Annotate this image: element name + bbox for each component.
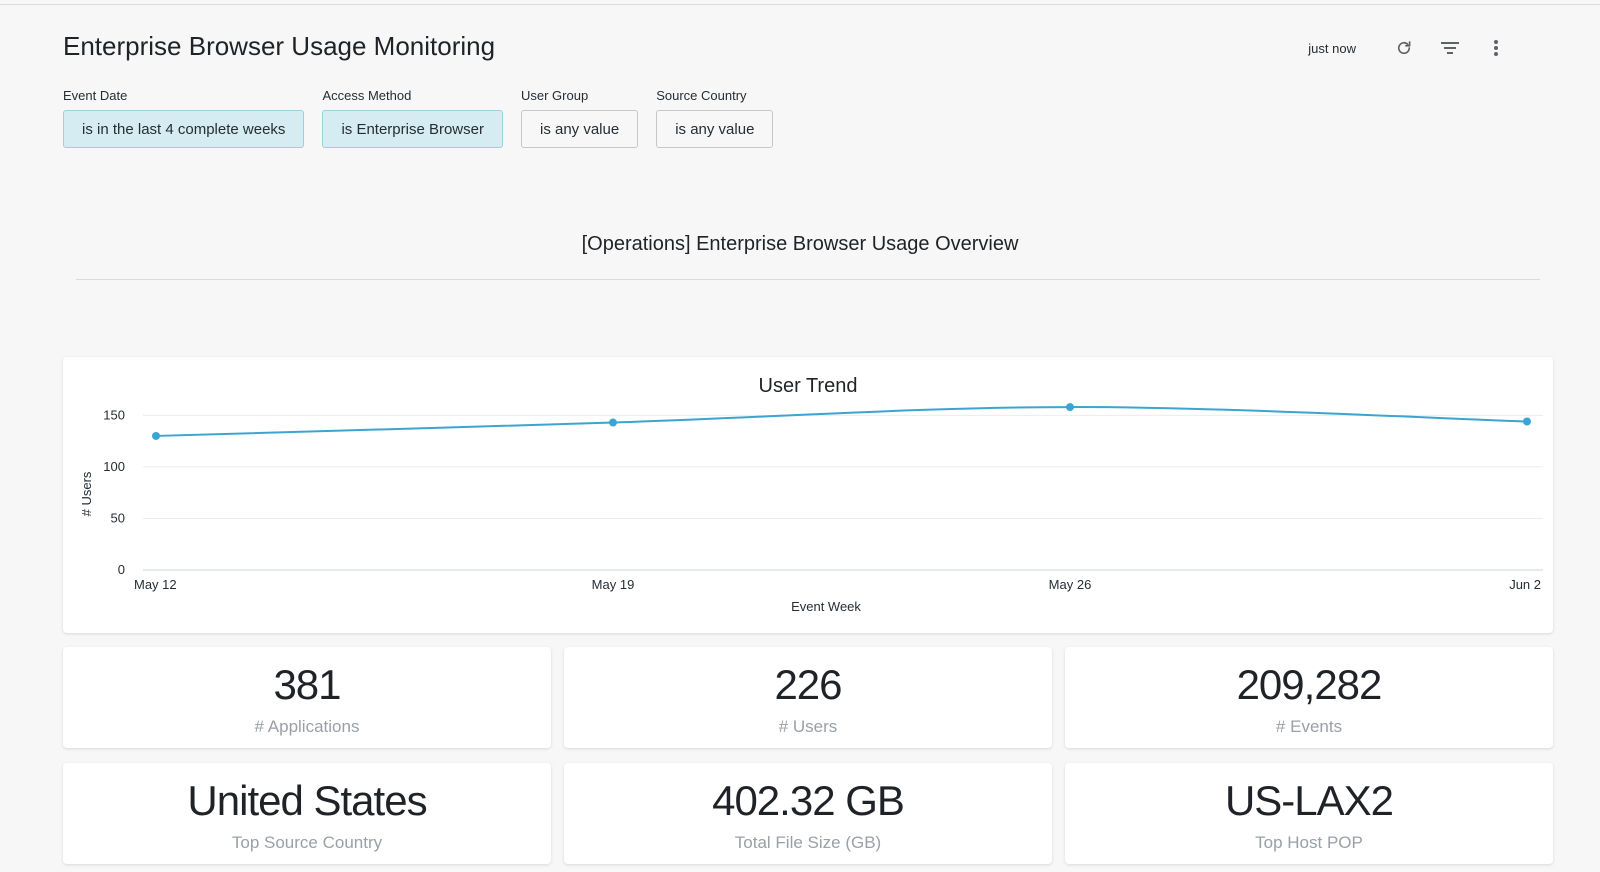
- kpi-value: 381: [273, 661, 341, 708]
- kpi-card-events[interactable]: 209,282 # Events: [1065, 647, 1553, 748]
- x-tick-label: May 26: [1049, 577, 1092, 592]
- data-point: [609, 418, 617, 427]
- data-point: [152, 431, 160, 440]
- filter-access-method-button[interactable]: is Enterprise Browser: [322, 110, 503, 148]
- kpi-value: 226: [774, 661, 842, 708]
- data-point: [1066, 403, 1074, 412]
- kpi-label: Total File Size (GB): [734, 833, 882, 852]
- kpi-card-top-source-country[interactable]: United States Top Source Country: [63, 763, 551, 864]
- filter-user-group: User Group is any value: [520, 88, 639, 148]
- kpi-card-applications[interactable]: 381 # Applications: [63, 647, 551, 748]
- filter-source-country-button[interactable]: is any value: [656, 110, 774, 148]
- filter-user-group-button[interactable]: is any value: [520, 110, 639, 148]
- y-tick-label: 150: [103, 407, 125, 422]
- section-title: [Operations] Enterprise Browser Usage Ov…: [581, 233, 1019, 255]
- kpi-card-top-host-pop[interactable]: US-LAX2 Top Host POP: [1065, 763, 1553, 864]
- kpi-label: # Applications: [254, 717, 360, 736]
- kpi-label: # Events: [1275, 717, 1343, 736]
- filter-label: Event Date: [63, 88, 128, 103]
- filter-label: User Group: [520, 88, 589, 103]
- chart-title: User Trend: [758, 375, 858, 397]
- x-axis-label: Event Week: [791, 599, 861, 614]
- filter-bar: Event Date is in the last 4 complete wee…: [63, 88, 791, 148]
- x-tick-label: May 12: [134, 577, 177, 592]
- filter-event-date-button[interactable]: is in the last 4 complete weeks: [63, 110, 305, 148]
- y-tick-label: 0: [118, 562, 125, 577]
- kpi-value: 402.32 GB: [712, 777, 905, 824]
- last-updated-text: just now: [1308, 40, 1356, 56]
- filter-access-method: Access Method is Enterprise Browser: [322, 88, 503, 148]
- kpi-label: Top Source Country: [231, 833, 383, 852]
- dashboard-toolbar: just now: [1308, 36, 1508, 60]
- kpi-card-total-file-size[interactable]: 402.32 GB Total File Size (GB): [564, 763, 1052, 864]
- filter-label: Source Country: [656, 88, 747, 103]
- user-trend-card: User Trend 0 50 100 150 May 12 May 19 May 26 Ju…: [63, 357, 1553, 633]
- kpi-value: 209,282: [1236, 661, 1383, 708]
- x-tick-label: Jun 2: [1509, 577, 1541, 592]
- y-tick-label: 50: [111, 510, 125, 525]
- top-divider: [0, 4, 1600, 5]
- kpi-value: US-LAX2: [1224, 777, 1394, 824]
- filter-event-date: Event Date is in the last 4 complete wee…: [63, 88, 305, 148]
- series-line: [155, 406, 1528, 437]
- refresh-icon[interactable]: [1392, 36, 1416, 60]
- filter-label: Access Method: [322, 88, 412, 103]
- kpi-card-users[interactable]: 226 # Users: [564, 647, 1052, 748]
- kpi-label: # Users: [778, 717, 838, 736]
- filter-source-country: Source Country is any value: [656, 88, 774, 148]
- more-vertical-icon[interactable]: [1484, 36, 1508, 60]
- dashboard-title: Enterprise Browser Usage Monitoring: [63, 31, 496, 61]
- x-tick-label: May 19: [592, 577, 635, 592]
- section-divider: [76, 279, 1540, 280]
- kpi-label: Top Host POP: [1255, 833, 1363, 852]
- kpi-value: United States: [187, 777, 427, 824]
- y-tick-label: 100: [103, 459, 125, 474]
- y-axis-label: # Users: [79, 471, 94, 516]
- filter-icon[interactable]: [1438, 36, 1462, 60]
- data-point: [1523, 417, 1531, 426]
- user-trend-chart: 0 50 100 150 May 12 May 19 May 26 Jun 2 Event We…: [79, 403, 1543, 614]
